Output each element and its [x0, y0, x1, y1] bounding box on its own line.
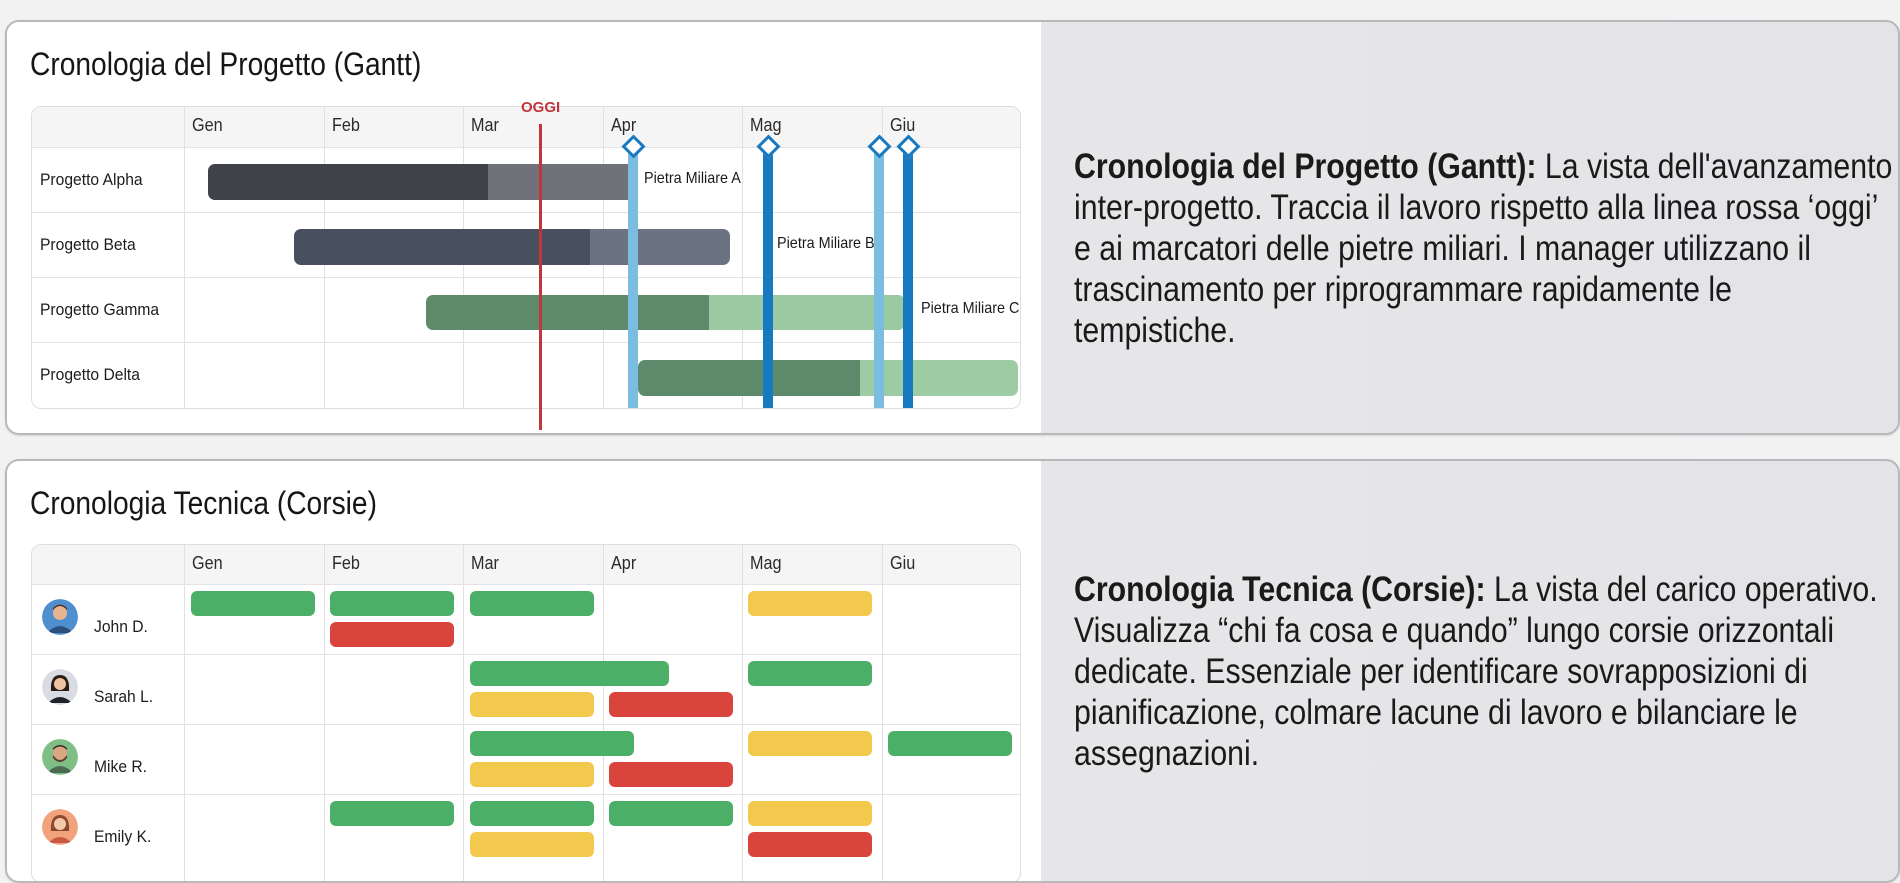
lanes-title: Cronologia Tecnica (Corsie) [30, 485, 377, 521]
milestone-b-label: Pietra Miliare B [777, 235, 875, 252]
today-label: OGGI [521, 99, 561, 116]
task-bar[interactable] [330, 801, 454, 826]
lanes-month-gen: Gen [192, 553, 223, 573]
gantt-month-apr: Apr [611, 115, 637, 135]
gantt-row-label-delta: Progetto Delta [40, 365, 140, 384]
today-line [539, 124, 542, 430]
task-bar[interactable] [330, 591, 454, 616]
gantt-bar-delta-progress[interactable] [638, 360, 860, 396]
lanes-grid: Gen Feb Mar Apr Mag Giu John D. Sarah L.… [31, 544, 1021, 881]
milestone-c-line[interactable] [903, 145, 913, 408]
gantt-description-title: Cronologia del Progetto (Gantt): [1074, 147, 1537, 186]
gantt-month-mar: Mar [471, 115, 499, 135]
task-bar[interactable] [748, 731, 872, 756]
person-avatar-female [42, 669, 78, 705]
lanes-chart-area: Cronologia Tecnica (Corsie) Gen Feb Mar … [7, 461, 1041, 881]
gantt-bar-delta-remaining[interactable] [860, 360, 1018, 396]
task-bar[interactable] [748, 801, 872, 826]
lanes-month-header [32, 545, 1020, 584]
task-bar[interactable] [609, 762, 733, 787]
gantt-panel: Cronologia del Progetto (Gantt) Gen Feb … [5, 20, 1900, 435]
task-bar[interactable] [609, 692, 733, 717]
task-bar[interactable] [888, 731, 1012, 756]
milestone-b-line[interactable] [763, 145, 773, 408]
task-bar[interactable] [470, 731, 634, 756]
gantt-row-label-alpha: Progetto Alpha [40, 170, 143, 189]
milestone-c-label: Pietra Miliare C [921, 300, 1020, 317]
lanes-description-text: La vista del carico operativo. Visualizz… [1074, 570, 1878, 773]
gantt-row-label-beta: Progetto Beta [40, 235, 136, 254]
lanes-month-feb: Feb [332, 553, 360, 573]
gantt-row-label-gamma: Progetto Gamma [40, 300, 160, 319]
gantt-month-mag: Mag [750, 115, 782, 135]
lanes-month-mar: Mar [471, 553, 499, 573]
task-bar[interactable] [470, 801, 594, 826]
milestone-a-line[interactable] [628, 145, 638, 408]
person-avatar-female [42, 809, 78, 845]
person-name-mike: Mike R. [94, 757, 148, 776]
task-bar[interactable] [470, 762, 594, 787]
gantt-chart-area: Cronologia del Progetto (Gantt) Gen Feb … [7, 22, 1041, 433]
gantt-title: Cronologia del Progetto (Gantt) [30, 46, 422, 82]
task-bar[interactable] [330, 622, 454, 647]
lanes-month-giu: Giu [890, 553, 916, 573]
gantt-bar-alpha-remaining[interactable] [488, 164, 634, 200]
person-name-emily: Emily K. [94, 827, 152, 846]
milestone-a-label: Pietra Miliare A [644, 170, 741, 187]
task-bar[interactable] [748, 661, 872, 686]
task-bar[interactable] [470, 692, 594, 717]
person-avatar-male [42, 599, 78, 635]
gantt-month-feb: Feb [332, 115, 360, 135]
gantt-bar-beta-remaining[interactable] [590, 229, 730, 265]
person-name-john: John D. [94, 617, 148, 636]
task-bar[interactable] [470, 591, 594, 616]
gantt-month-giu: Giu [890, 115, 916, 135]
milestone-c-line-light[interactable] [874, 145, 884, 408]
person-name-sarah: Sarah L. [94, 687, 154, 706]
gantt-bar-alpha-progress[interactable] [208, 164, 488, 200]
gantt-bar-beta-progress[interactable] [294, 229, 590, 265]
task-bar[interactable] [748, 591, 872, 616]
lanes-month-apr: Apr [611, 553, 637, 573]
gantt-description: Cronologia del Progetto (Gantt): La vist… [1074, 146, 1896, 351]
task-bar[interactable] [470, 661, 669, 686]
lanes-panel: Cronologia Tecnica (Corsie) Gen Feb Mar … [5, 459, 1900, 883]
gantt-bar-gamma-remaining[interactable] [709, 295, 905, 330]
gantt-bar-gamma-progress[interactable] [426, 295, 709, 330]
gantt-grid: Gen Feb Mar Apr Mag Giu Progetto Alpha P… [31, 106, 1021, 409]
gantt-description-text: La vista dell'avanzamento inter-progetto… [1074, 147, 1893, 350]
task-bar[interactable] [609, 801, 733, 826]
task-bar[interactable] [470, 832, 594, 857]
task-bar[interactable] [191, 591, 315, 616]
task-bar[interactable] [748, 832, 872, 857]
lanes-month-mag: Mag [750, 553, 782, 573]
person-avatar-male [42, 739, 78, 775]
lanes-description: Cronologia Tecnica (Corsie): La vista de… [1074, 569, 1896, 774]
gantt-month-header [32, 107, 1020, 147]
lanes-description-title: Cronologia Tecnica (Corsie): [1074, 570, 1486, 609]
gantt-month-gen: Gen [192, 115, 223, 135]
